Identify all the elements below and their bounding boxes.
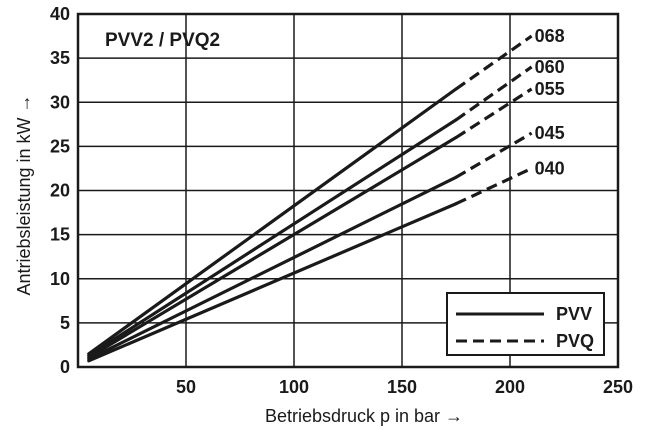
y-tick-label: 25 <box>50 136 70 156</box>
series-055-solid <box>87 135 458 359</box>
series-060-dashed <box>455 65 533 122</box>
y-axis-label: Antriebsleistung in kW → <box>14 94 34 295</box>
series-055-dashed <box>455 87 533 139</box>
chart-title: PVV2 / PVQ2 <box>105 30 220 51</box>
series-060-solid <box>87 118 458 358</box>
y-tick-label: 0 <box>60 357 70 377</box>
series-068-solid <box>87 87 458 356</box>
series-045-dashed <box>455 131 533 179</box>
y-tick-label: 30 <box>50 92 70 112</box>
legend: PVV PVQ <box>446 292 605 356</box>
x-axis-label: Betriebsdruck p in bar → <box>265 406 463 426</box>
y-tick-label: 5 <box>60 313 70 333</box>
plot-frame <box>76 12 620 369</box>
y-tick-label: 20 <box>50 181 70 201</box>
x-tick-label: 250 <box>603 377 633 397</box>
y-tick-label: 35 <box>50 48 70 68</box>
y-tick-labels: 0 5 10 15 20 25 30 35 40 <box>50 4 70 377</box>
series-label-060: 060 <box>535 57 565 77</box>
series-045-solid <box>87 175 458 361</box>
legend-label-pvv: PVV <box>556 304 592 324</box>
series-040-dashed <box>455 166 533 206</box>
legend-box <box>446 292 605 356</box>
series-label-055: 055 <box>535 79 565 99</box>
x-tick-label: 100 <box>279 377 309 397</box>
series-040-solid <box>87 202 458 363</box>
x-tick-label: 200 <box>495 377 525 397</box>
y-tick-label: 15 <box>50 225 70 245</box>
series-label-045: 045 <box>535 123 565 143</box>
series-068-dashed <box>455 34 533 91</box>
x-tick-label: 50 <box>176 377 196 397</box>
x-tick-labels: 50 100 150 200 250 <box>176 377 633 397</box>
legend-label-pvq: PVQ <box>556 331 594 351</box>
series-label-068: 068 <box>535 26 565 46</box>
series-label-040: 040 <box>535 158 565 178</box>
y-tick-label: 40 <box>50 4 70 24</box>
x-tick-label: 150 <box>387 377 417 397</box>
y-tick-label: 10 <box>50 269 70 289</box>
series-lines <box>87 34 533 363</box>
